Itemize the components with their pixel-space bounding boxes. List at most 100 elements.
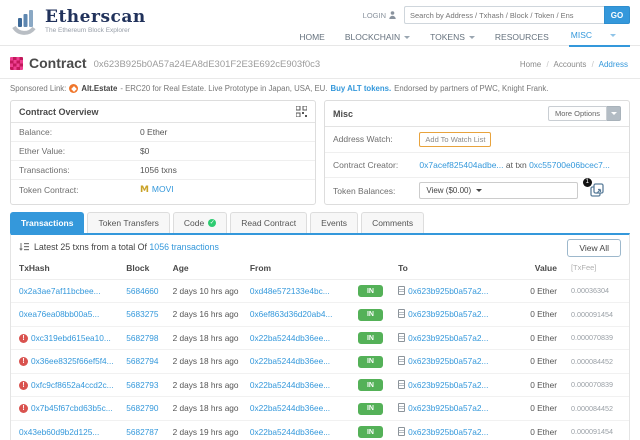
misc-panel: Misc More Options Address Watch: Add To … — [324, 100, 630, 205]
value-cell: 0 Ether — [511, 302, 561, 327]
from-address-link[interactable]: 0x22ba5244db36ee... — [249, 356, 331, 367]
breadcrumb-address[interactable]: Address — [598, 60, 628, 69]
login-label: LOGIN — [362, 10, 386, 20]
value-cell: 0 Ether — [511, 373, 561, 397]
sponsored-cta-link[interactable]: Buy ALT tokens. — [330, 84, 392, 93]
more-options-caret[interactable] — [607, 106, 621, 121]
nav-home[interactable]: HOME — [299, 32, 325, 42]
token-balances-dropdown[interactable]: View ($0.00) — [419, 182, 578, 200]
from-address-link[interactable]: 0x22ba5244db36ee... — [249, 403, 331, 414]
column-header-age: Age — [168, 256, 246, 280]
main-nav: HOME BLOCKCHAIN TOKENS RESOURCES MISC — [299, 30, 630, 47]
creator-txn-link[interactable]: 0xc55700e06bcec7... — [529, 159, 610, 170]
txhash-link[interactable]: 0x43eb60d9b2d125... — [19, 426, 100, 437]
from-address-link[interactable]: 0x22ba5244db36ee... — [249, 332, 331, 343]
transactions-tab-panel: Latest 25 txns from a total Of 1056 tran… — [10, 232, 630, 440]
from-address-link[interactable]: 0x6ef863d36d20ab4... — [249, 309, 333, 320]
block-link[interactable]: 5683275 — [126, 309, 159, 320]
sponsored-link-bar: Sponsored Link: Alt.Estate - ERC20 for R… — [0, 79, 640, 97]
txhash-link[interactable]: 0xfc9cf8652a4ccd2c... — [31, 379, 114, 390]
column-header-from: From — [245, 256, 354, 280]
from-address-link[interactable]: 0x22ba5244db36ee... — [249, 379, 331, 390]
tab-token-transfers[interactable]: Token Transfers — [87, 211, 170, 233]
nav-resources[interactable]: RESOURCES — [494, 32, 549, 42]
contract-address: 0x623B925b0A57a24EA8dE301F2E3E692cE903f0… — [93, 58, 321, 70]
breadcrumb-home[interactable]: Home — [519, 60, 542, 69]
block-link[interactable]: 5682787 — [126, 426, 159, 437]
chevron-down-icon — [476, 189, 483, 193]
direction-in-badge: IN — [357, 402, 383, 415]
tab-read-contract[interactable]: Read Contract — [230, 211, 308, 233]
tab-transactions[interactable]: Transactions — [10, 211, 85, 233]
more-options-button[interactable]: More Options — [547, 106, 621, 121]
creator-mid-text: at txn — [505, 159, 527, 170]
block-link[interactable]: 5682793 — [126, 379, 159, 390]
column-header-direction — [353, 256, 395, 280]
login-link[interactable]: LOGIN — [363, 11, 396, 20]
add-to-watch-list-button[interactable]: Add To Watch List — [419, 131, 492, 147]
search-input[interactable] — [404, 6, 604, 24]
to-address-link[interactable]: 0x623b925b0a57a2... — [408, 426, 489, 437]
from-address-link[interactable]: 0xd48e572133e4bc... — [249, 285, 330, 296]
from-address-link[interactable]: 0x22ba5244db36ee... — [249, 426, 331, 437]
tab-events[interactable]: Events — [310, 211, 359, 233]
more-options-label[interactable]: More Options — [547, 106, 607, 121]
to-address-link[interactable]: 0x623b925b0a57a2... — [408, 332, 489, 343]
txhash-link[interactable]: 0x2a3ae7af11bcbee... — [19, 285, 101, 296]
value-cell: 0 Ether — [511, 326, 561, 350]
block-link[interactable]: 5684660 — [126, 285, 159, 296]
to-address-link[interactable]: 0x623b925b0a57a2... — [408, 285, 489, 296]
view-all-button[interactable]: View All — [567, 238, 621, 257]
address-watch-row: Address Watch: Add To Watch List — [325, 127, 629, 153]
column-header-value: Value — [511, 256, 561, 280]
txhash-link[interactable]: 0x36ee8325f66ef5f4... — [31, 356, 114, 367]
txfee-cell: 0.00036304 — [560, 279, 629, 303]
etherscan-logo[interactable]: Etherscan The Ethereum Block Explorer — [10, 5, 146, 35]
nav-misc[interactable]: MISC — [568, 30, 630, 47]
token-link[interactable]: MOVI — [151, 184, 174, 194]
age-cell: 2 days 19 hrs ago — [168, 420, 246, 440]
transactions-table: TxHash Block Age From To Value [TxFee] 0x2a3ae… — [11, 256, 629, 440]
breadcrumb: Home / Accounts / Address — [519, 60, 628, 69]
block-link[interactable]: 5682794 — [126, 356, 159, 367]
txhash-link[interactable]: 0x7b45f67cbd63b5c... — [31, 403, 113, 414]
expand-icon[interactable] — [590, 183, 604, 197]
sponsored-text1: - ERC20 for Real Estate. Live Prototype … — [120, 84, 328, 93]
ether-value: $0 — [139, 146, 150, 156]
age-cell: 2 days 18 hrs ago — [168, 349, 246, 374]
token-balances-row: Token Balances: View ($0.00) 1 — [325, 177, 629, 204]
direction-in-badge: IN — [357, 285, 383, 297]
qr-code-icon[interactable] — [295, 105, 308, 118]
chevron-down-icon — [610, 112, 617, 115]
breadcrumb-accounts[interactable]: Accounts — [553, 60, 587, 69]
go-button[interactable]: GO — [604, 6, 630, 24]
column-header-txhash: TxHash — [11, 256, 123, 280]
to-address-link[interactable]: 0x623b925b0a57a2... — [408, 309, 489, 320]
balance-value: 0 Ether — [139, 127, 168, 137]
tab-code[interactable]: Code ✓ — [172, 211, 228, 233]
token-balances-value: View ($0.00) — [426, 186, 472, 196]
overview-title: Contract Overview — [19, 106, 99, 117]
creator-address-link[interactable]: 0x7acef825404adbe... — [419, 159, 504, 170]
block-link[interactable]: 5682798 — [126, 332, 159, 343]
table-row: ! 0xfc9cf8652a4ccd2c... 5682793 2 days 18 h… — [11, 373, 629, 397]
misc-title: Misc — [333, 108, 354, 119]
tab-comments[interactable]: Comments — [361, 211, 425, 233]
txhash-link[interactable]: 0xc319ebd615ea10... — [31, 332, 111, 343]
to-address-link[interactable]: 0x623b925b0a57a2... — [408, 356, 489, 367]
address-watch-label: Address Watch: — [333, 134, 393, 145]
verified-check-icon: ✓ — [208, 218, 217, 227]
etherscan-logo-icon — [10, 5, 40, 35]
nav-blockchain[interactable]: BLOCKCHAIN — [345, 32, 411, 47]
txfee-cell: 0.000084452 — [560, 396, 629, 421]
to-address-link[interactable]: 0x623b925b0a57a2... — [408, 379, 489, 390]
nav-tokens[interactable]: TOKENS — [430, 32, 475, 47]
block-link[interactable]: 5682790 — [126, 403, 159, 414]
sponsored-brand[interactable]: Alt.Estate — [81, 84, 118, 93]
total-transactions-link[interactable]: 1056 transactions — [149, 241, 219, 252]
to-address-link[interactable]: 0x623b925b0a57a2... — [408, 403, 489, 414]
contract-overview-panel: Contract Overview Balance: 0 Ether Ether… — [10, 100, 316, 205]
txhash-link[interactable]: 0xea76ea08bb00a5... — [19, 309, 100, 320]
table-row: ! 0xc319ebd615ea10... 5682798 2 days 18 hrs… — [11, 326, 629, 350]
